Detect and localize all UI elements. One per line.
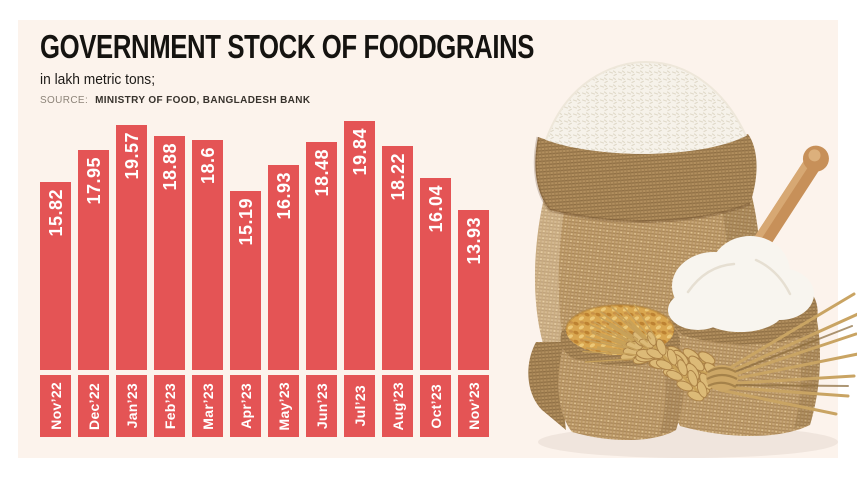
bar-value-label: 16.04: [425, 185, 446, 233]
x-axis-label: Oct’23: [427, 383, 444, 429]
chart-header: GOVERNMENT STOCK OF FOODGRAINS in lakh m…: [40, 28, 673, 106]
wheat-ears-bundle: [579, 292, 857, 416]
bar-column: 16.93 May’23: [268, 121, 299, 437]
x-axis-label: Apr’23: [237, 383, 254, 429]
bar-chart: 15.82 Nov’22 17.95 Dec’22 19.57 Jan’23 18.88 Fe…: [40, 121, 489, 437]
bar-value-label: 13.93: [463, 217, 484, 265]
bar-value-label: 18.88: [159, 143, 180, 191]
x-axis-label: Mar’23: [199, 382, 216, 430]
x-axis-label-block: Mar’23: [192, 375, 223, 437]
bar-column: 15.19 Apr’23: [230, 121, 261, 437]
x-axis-label-block: Jun’23: [306, 375, 337, 437]
bar: 17.95: [78, 150, 109, 370]
bar-column: 18.88 Feb’23: [154, 121, 185, 437]
bar-column: 18.6 Mar’23: [192, 121, 223, 437]
x-axis-label: Jul’23: [351, 385, 368, 427]
bar-value-label: 18.6: [197, 147, 218, 185]
bar-value-label: 15.19: [235, 198, 256, 246]
bar: 19.84: [344, 121, 375, 370]
x-axis-label-block: Nov’22: [40, 375, 71, 437]
bar-value-label: 16.93: [273, 172, 294, 220]
bar-column: 17.95 Dec’22: [78, 121, 109, 437]
bar: 18.22: [382, 146, 413, 370]
bar: 18.88: [154, 136, 185, 370]
x-axis-label-block: May’23: [268, 375, 299, 437]
bar-column: 18.22 Aug’23: [382, 121, 413, 437]
bar-value-label: 15.82: [45, 189, 66, 237]
x-axis-label-block: Dec’22: [78, 375, 109, 437]
x-axis-label-block: Jul’23: [344, 375, 375, 437]
source-text: MINISTRY OF FOOD, BANGLADESH BANK: [95, 94, 311, 107]
chart-subtitle: in lakh metric tons;: [40, 70, 156, 88]
flour-heap: [668, 236, 814, 332]
x-axis-label-block: Aug’23: [382, 375, 413, 437]
x-axis-label-block: Feb’23: [154, 375, 185, 437]
bar: 16.04: [420, 178, 451, 370]
bar-value-label: 18.22: [387, 153, 408, 201]
source-line: SOURCE: MINISTRY OF FOOD, BANGLADESH BAN…: [40, 94, 642, 106]
bar: 15.19: [230, 191, 261, 370]
x-axis-label: Nov’23: [465, 382, 482, 430]
bar: 16.93: [268, 165, 299, 370]
bar-column: 15.82 Nov’22: [40, 121, 71, 437]
bar: 18.6: [192, 140, 223, 370]
bar-column: 19.84 Jul’23: [344, 121, 375, 437]
x-axis-label: Jun’23: [313, 382, 330, 430]
twine-knot: [706, 365, 738, 391]
bar: 15.82: [40, 182, 71, 370]
foodgrain-sacks-illustration: [528, 60, 857, 458]
bar: 19.57: [116, 125, 147, 370]
x-axis-label-block: Jan’23: [116, 375, 147, 437]
bar-value-label: 17.95: [83, 157, 104, 205]
bar: 13.93: [458, 210, 489, 370]
x-axis-label-block: Nov’23: [458, 375, 489, 437]
bar: 18.48: [306, 142, 337, 370]
bar-column: 18.48 Jun’23: [306, 121, 337, 437]
x-axis-label: May’23: [275, 381, 292, 431]
x-axis-label: Nov’22: [47, 382, 64, 430]
x-axis-label: Aug’23: [389, 381, 406, 431]
bar-column: 19.57 Jan’23: [116, 121, 147, 437]
bar-value-label: 18.48: [311, 149, 332, 197]
x-axis-label: Jan’23: [123, 383, 140, 429]
source-label: SOURCE:: [40, 94, 89, 107]
x-axis-label-block: Oct’23: [420, 375, 451, 437]
x-axis-label: Feb’23: [161, 382, 178, 430]
flour-sack: [667, 236, 821, 437]
bar-column: 16.04 Oct’23: [420, 121, 451, 437]
x-axis-label: Dec’22: [85, 382, 102, 430]
bar-column: 13.93 Nov’23: [458, 121, 489, 437]
infographic-panel: GOVERNMENT STOCK OF FOODGRAINS in lakh m…: [18, 20, 857, 458]
bar-value-label: 19.57: [121, 132, 142, 180]
x-axis-label-block: Apr’23: [230, 375, 261, 437]
bar-value-label: 19.84: [349, 128, 370, 176]
chart-title: GOVERNMENT STOCK OF FOODGRAINS: [40, 28, 535, 65]
